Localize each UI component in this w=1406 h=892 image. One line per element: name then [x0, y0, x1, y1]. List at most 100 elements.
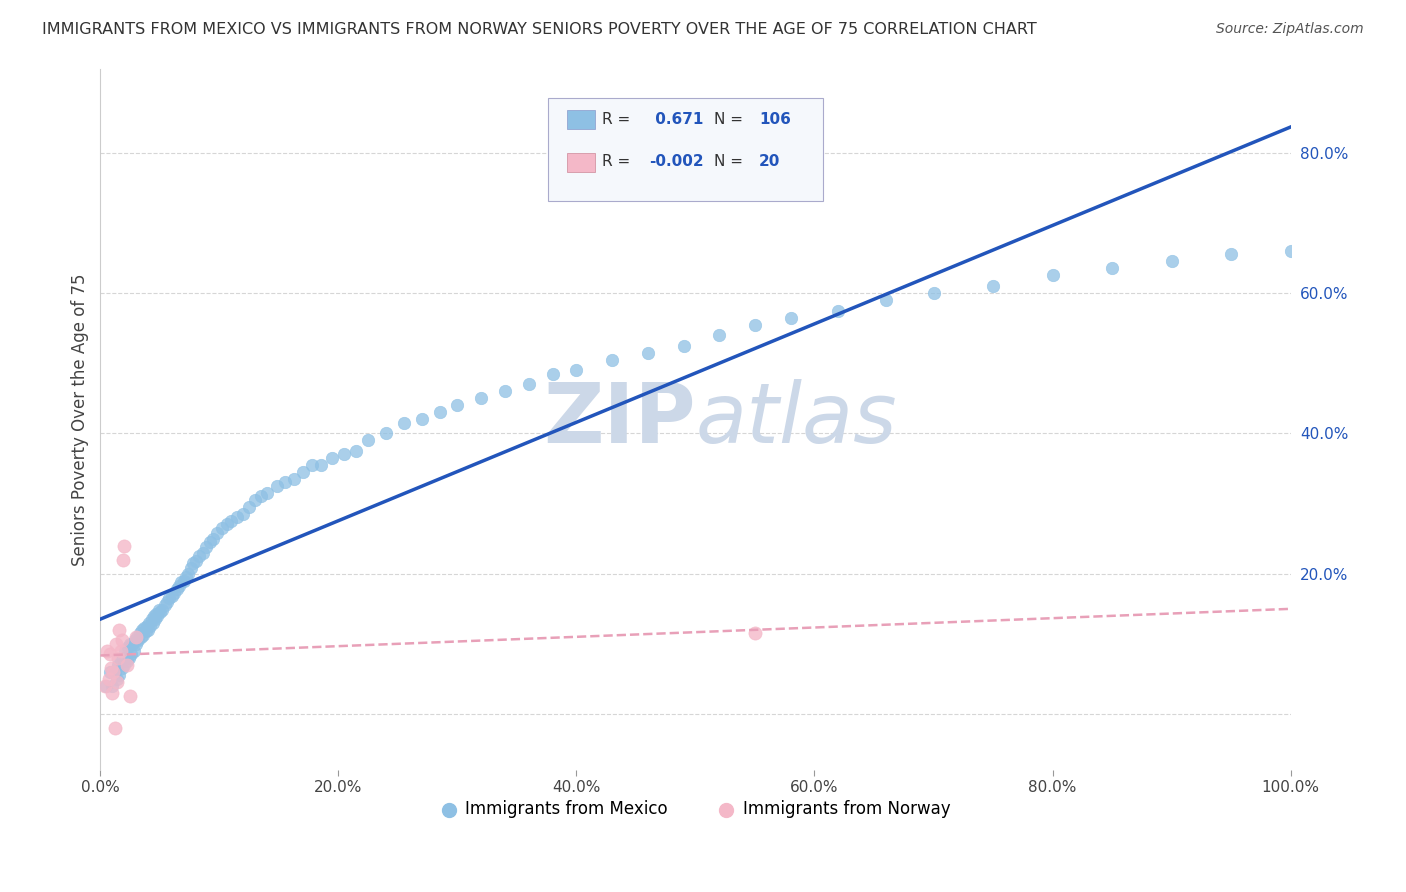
Point: [120, 637, 142, 651]
Point: [117, 640, 139, 655]
Point: [243, 492, 266, 507]
Point: [101, 686, 124, 700]
Point: [103, 665, 125, 679]
Point: [108, 623, 131, 637]
Point: [111, 552, 134, 566]
Point: [202, 532, 225, 546]
Point: [127, 630, 149, 644]
Point: [309, 458, 332, 472]
Point: [98, 647, 121, 661]
Point: [922, 285, 945, 300]
Point: [134, 621, 156, 635]
Point: [112, 539, 135, 553]
Text: -0.002: -0.002: [650, 154, 704, 169]
Point: [156, 594, 179, 608]
Point: [100, 661, 122, 675]
Point: [110, 644, 132, 658]
Point: [291, 465, 314, 479]
Y-axis label: Seniors Poverty Over the Age of 75: Seniors Poverty Over the Age of 75: [72, 273, 89, 566]
Point: [166, 582, 188, 596]
Point: [120, 647, 142, 661]
Point: [184, 554, 207, 568]
Point: [188, 549, 211, 563]
Point: [1220, 247, 1243, 261]
Point: [256, 486, 278, 500]
Point: [136, 623, 159, 637]
Point: [131, 623, 153, 637]
Point: [121, 637, 143, 651]
Point: [127, 633, 149, 648]
Point: [744, 318, 766, 332]
Point: [173, 574, 195, 588]
Text: R =: R =: [602, 112, 630, 127]
Point: [111, 633, 134, 648]
Point: [122, 644, 145, 658]
Point: [344, 443, 367, 458]
Point: [180, 561, 202, 575]
Point: [145, 607, 167, 622]
Point: [565, 363, 588, 377]
Point: [104, 721, 127, 735]
Point: [1101, 261, 1123, 276]
Point: [429, 405, 451, 419]
Point: [177, 566, 200, 581]
Point: [157, 591, 180, 606]
Point: [170, 574, 193, 589]
Point: [148, 603, 170, 617]
Text: 106: 106: [759, 112, 792, 127]
Text: Source: ZipAtlas.com: Source: ZipAtlas.com: [1216, 22, 1364, 37]
Point: [135, 624, 157, 639]
Point: [128, 626, 150, 640]
Point: [138, 615, 160, 630]
Point: [142, 608, 165, 623]
Point: [283, 472, 305, 486]
Point: [709, 328, 731, 343]
Point: [160, 589, 183, 603]
Point: [333, 447, 356, 461]
Text: IMMIGRANTS FROM MEXICO VS IMMIGRANTS FROM NORWAY SENIORS POVERTY OVER THE AGE OF: IMMIGRANTS FROM MEXICO VS IMMIGRANTS FRO…: [42, 22, 1038, 37]
Point: [321, 450, 343, 465]
Point: [115, 657, 138, 672]
Point: [107, 650, 129, 665]
Point: [135, 619, 157, 633]
Point: [98, 665, 121, 679]
Point: [125, 630, 148, 644]
Point: [744, 626, 766, 640]
Point: [112, 657, 135, 672]
Point: [104, 665, 127, 679]
Point: [191, 545, 214, 559]
Point: [981, 279, 1004, 293]
Point: [94, 679, 117, 693]
Point: [132, 628, 155, 642]
Text: ZIP: ZIP: [543, 379, 696, 459]
Point: [110, 654, 132, 668]
Point: [143, 612, 166, 626]
Point: [517, 377, 540, 392]
Point: [301, 458, 323, 472]
Text: 20: 20: [759, 154, 780, 169]
Text: N =: N =: [714, 154, 744, 169]
Point: [105, 675, 128, 690]
Text: atlas: atlas: [696, 379, 897, 459]
Point: [107, 657, 129, 672]
Point: [96, 644, 118, 658]
Point: [101, 679, 124, 693]
Point: [446, 398, 468, 412]
Point: [111, 650, 134, 665]
Point: [124, 633, 146, 648]
Point: [470, 391, 492, 405]
Point: [120, 690, 142, 704]
Text: 0.671: 0.671: [650, 112, 703, 127]
Point: [637, 345, 659, 359]
Point: [1042, 268, 1064, 283]
Point: [250, 490, 273, 504]
Point: [96, 679, 118, 693]
Point: [375, 426, 398, 441]
Point: [167, 579, 190, 593]
Point: [1279, 244, 1302, 258]
Point: [1160, 254, 1182, 268]
Point: [219, 514, 242, 528]
Point: [139, 619, 162, 633]
Point: [129, 630, 152, 644]
Point: [357, 434, 380, 448]
